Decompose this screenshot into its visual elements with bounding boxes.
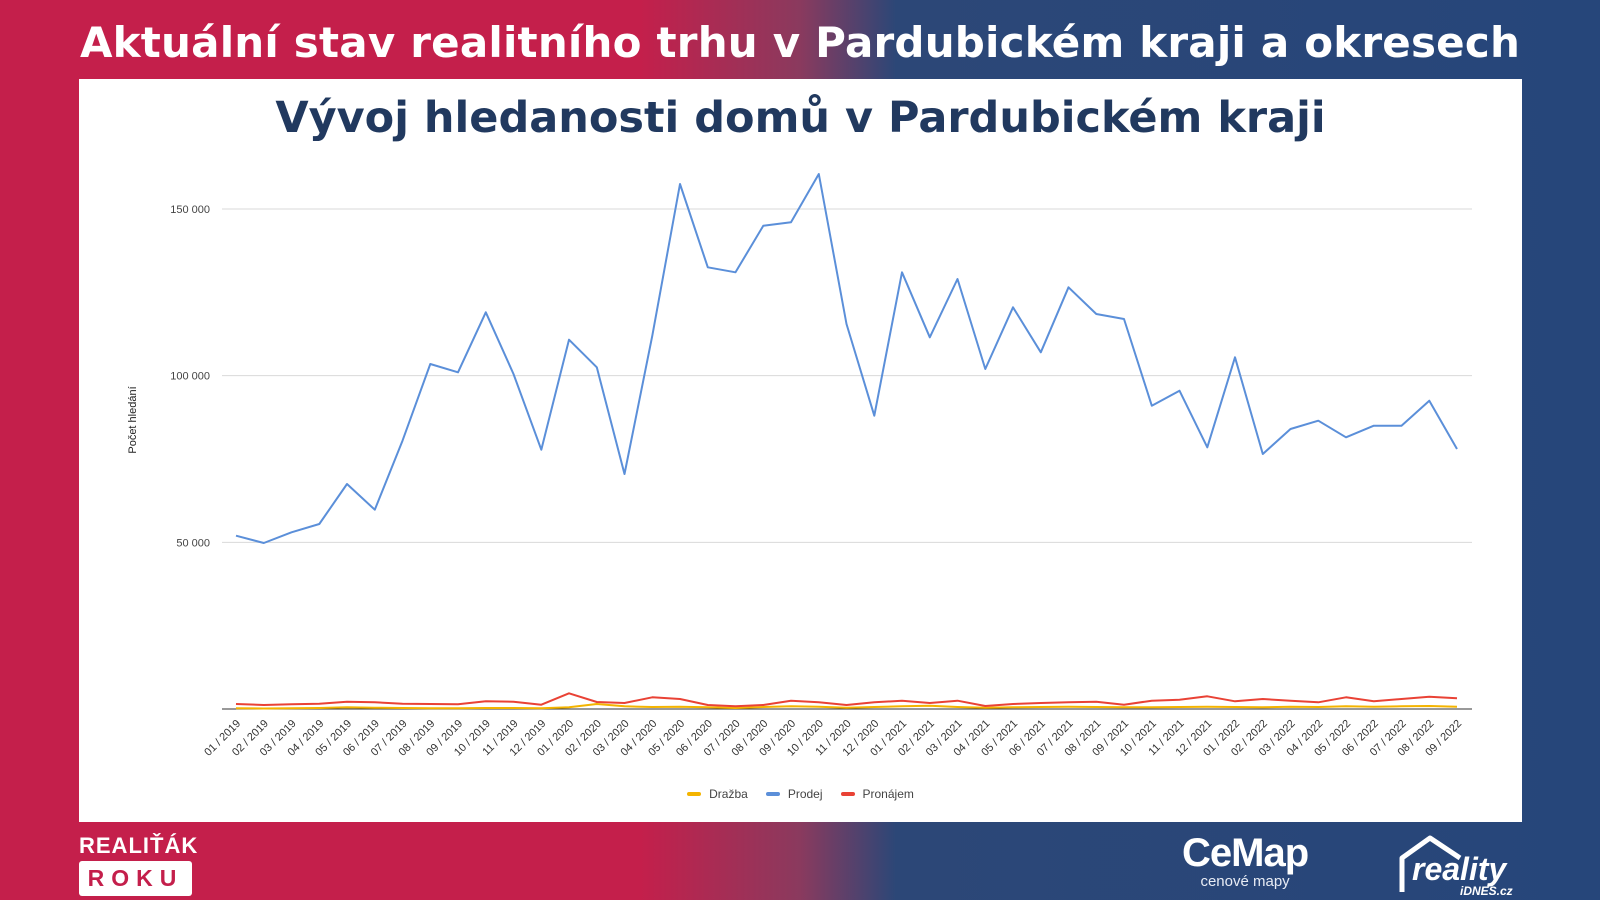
legend-label: Prodej xyxy=(787,787,823,801)
reality-logo-name: reality xyxy=(1412,851,1507,887)
legend-swatch xyxy=(765,792,780,796)
cemap-logo-sub: cenové mapy xyxy=(1200,873,1290,890)
y-tick-label: 50 000 xyxy=(176,537,210,549)
house-roof-icon xyxy=(1399,835,1462,892)
legend-item: Prodej xyxy=(765,787,823,801)
legend-label: Pronájem xyxy=(862,787,914,801)
legend-swatch xyxy=(840,792,855,796)
chart-legend: Dražba Prodej Pronájem xyxy=(79,787,1522,801)
chart-title: Vývoj hledanosti domů v Pardubickém kraj… xyxy=(275,93,1326,143)
series-line-pronajem xyxy=(235,692,1458,708)
legend-item: Pronájem xyxy=(840,787,914,801)
realitak-logo-bottom: ROKU xyxy=(79,861,192,896)
y-tick-label: 100 000 xyxy=(170,371,210,383)
legend-swatch xyxy=(687,792,702,796)
series-line-drazba xyxy=(235,703,1458,710)
legend-item: Dražba xyxy=(687,787,748,801)
series-line-prodej xyxy=(235,173,1458,544)
realitak-roku-logo: REALIŤÁK ROKU xyxy=(79,834,198,896)
banner-title: Aktuální stav realitního trhu v Pardubic… xyxy=(79,18,1521,67)
y-axis-label: Počet hledání xyxy=(127,386,139,453)
cemap-logo: CeMap cenové mapy xyxy=(1182,831,1309,890)
legend-label: Dražba xyxy=(709,787,748,801)
realitak-logo-top: REALIŤÁK xyxy=(79,833,199,858)
cemap-logo-name: CeMap xyxy=(1182,831,1309,875)
chart-card: Vývoj hledanosti domů v Pardubickém kraj… xyxy=(79,79,1522,822)
reality-logo-sub: iDNES.cz xyxy=(1460,884,1513,898)
y-tick-label: 150 000 xyxy=(170,204,210,216)
